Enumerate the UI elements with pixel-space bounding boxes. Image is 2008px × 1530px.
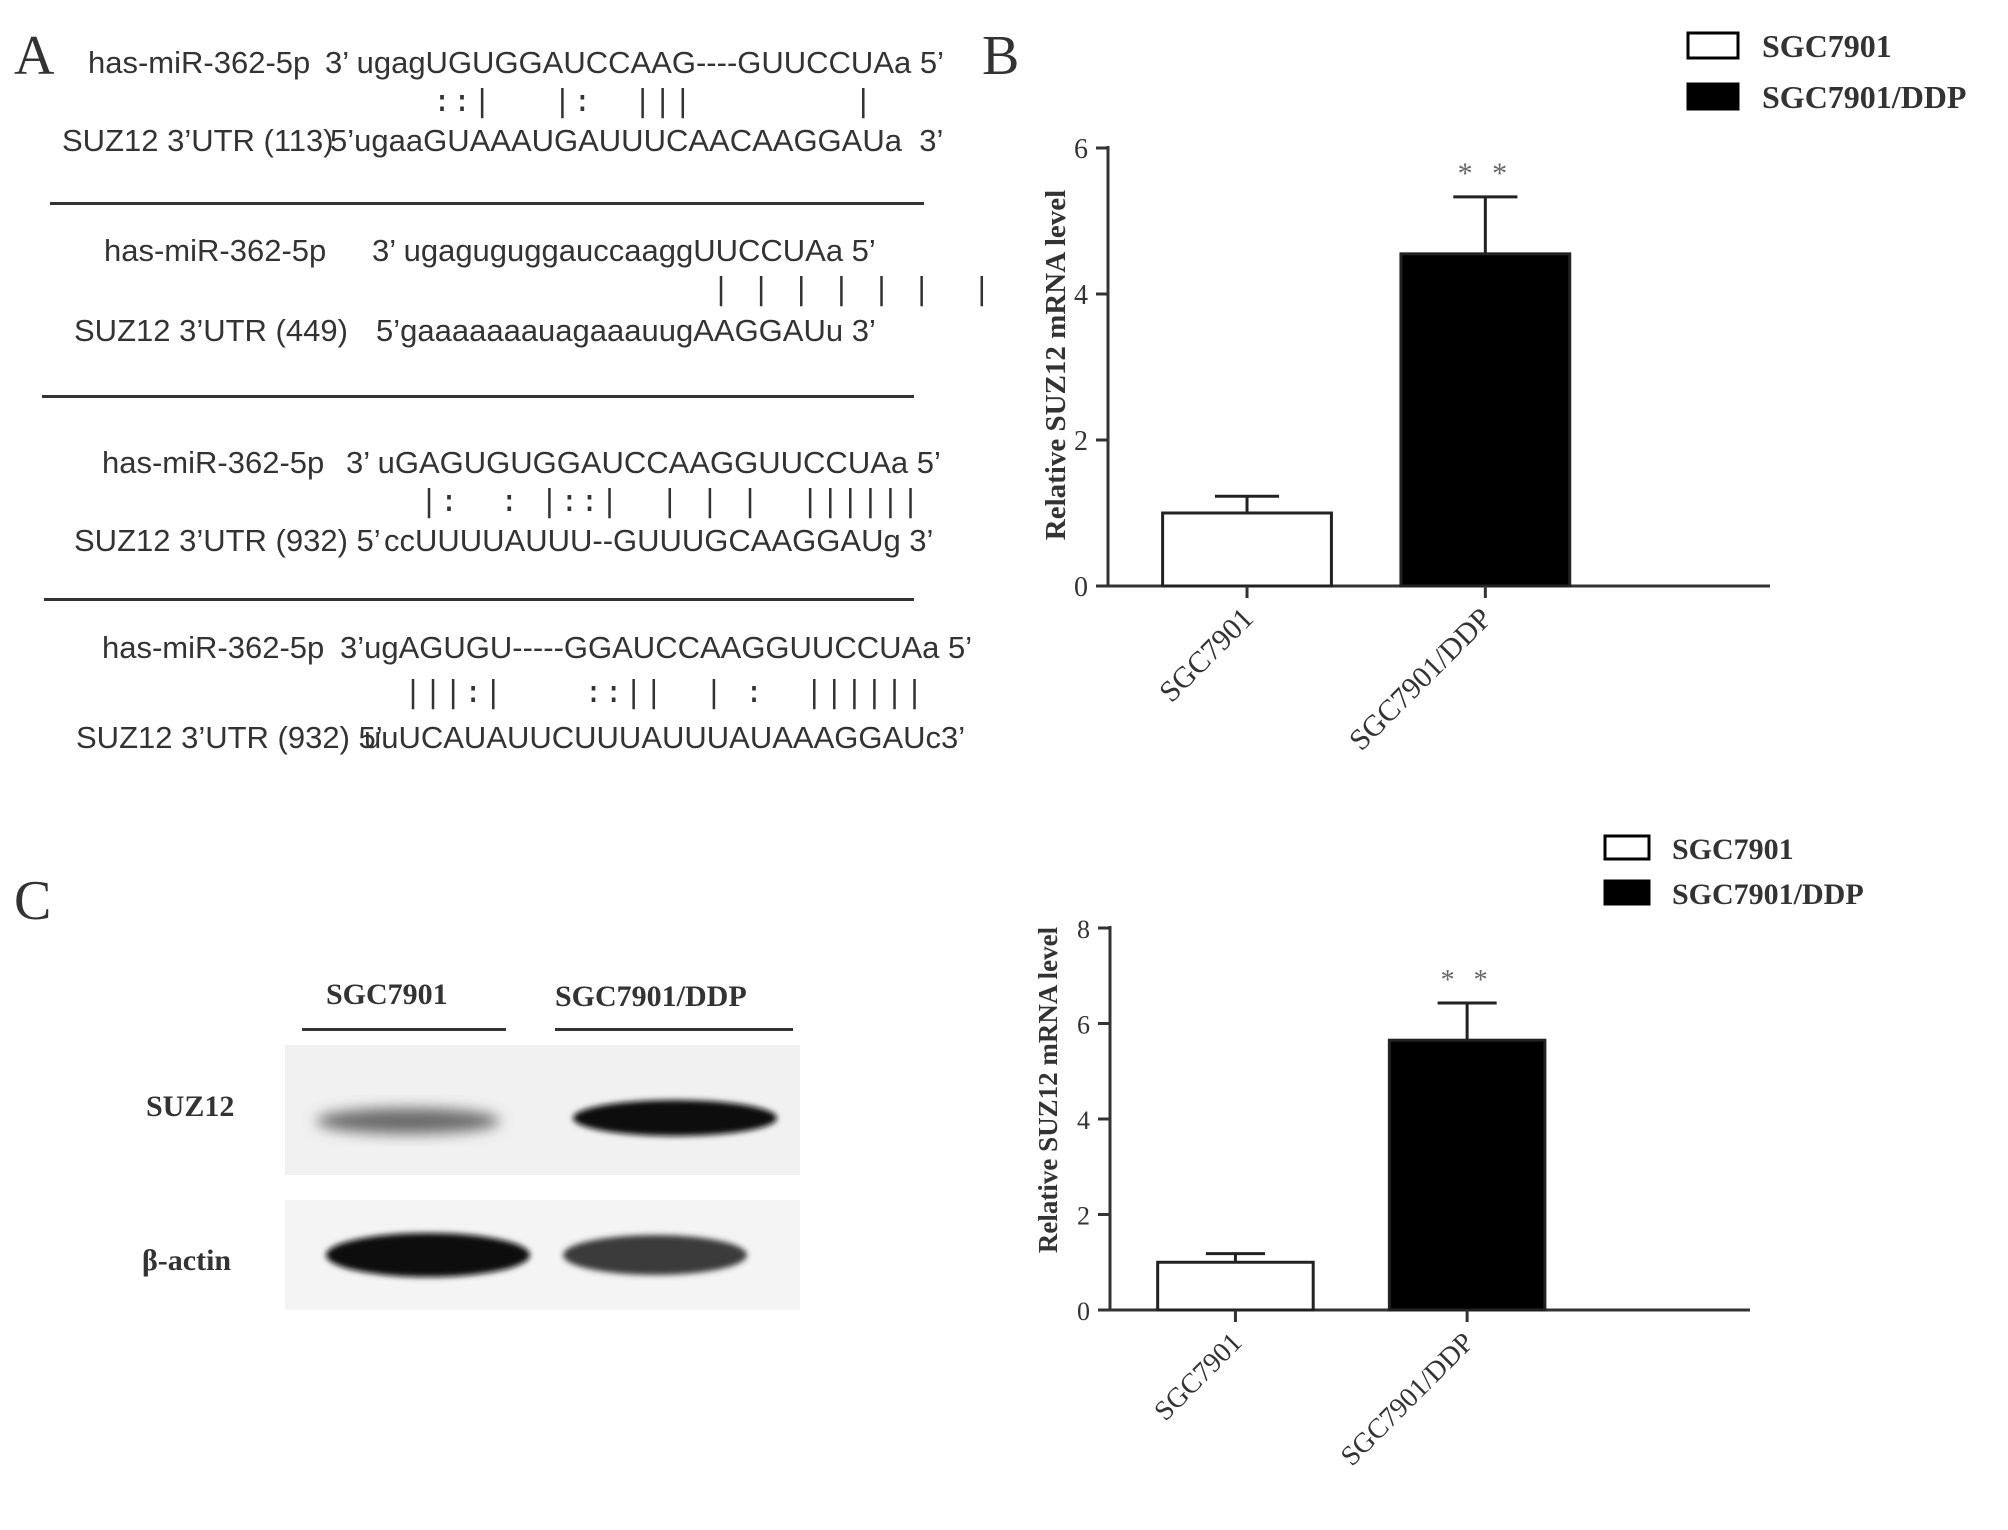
mirna-name: has-miR-362-5p xyxy=(104,233,327,268)
target-name: SUZ12 3’UTR (113) xyxy=(62,123,334,158)
band-suz12-sgc7901-ddp xyxy=(573,1100,777,1136)
significance-marker: * * xyxy=(1441,965,1494,996)
lane-label-sgc7901-ddp: SGC7901/DDP xyxy=(555,980,747,1013)
y-tick-label: 2 xyxy=(1077,1202,1090,1231)
bar-sgc7901-ddp xyxy=(1399,252,1572,588)
band-actin-sgc7901 xyxy=(326,1233,530,1277)
row-label-suz12: SUZ12 xyxy=(146,1090,235,1123)
mirna-name: has-miR-362-5p xyxy=(102,445,325,480)
mirna-sequence: 3’ ugagUGUGGAUCCAAG----GUUCCUAa 5’ xyxy=(325,45,944,80)
blot-strip-beta-actin xyxy=(285,1200,800,1310)
mirna-name: has-miR-362-5p xyxy=(102,630,325,665)
chart-c: SGC7901 SGC7901/DDP Relative SUZ12 mRNA … xyxy=(1000,820,2008,1525)
pairing-marks: ::| |: ||| | xyxy=(433,84,875,119)
lane-underline xyxy=(302,1028,506,1031)
row-label-beta-actin: β-actin xyxy=(142,1244,232,1277)
panel-letter-a: A xyxy=(14,25,55,87)
legend-swatch-sgc7901 xyxy=(1603,834,1651,861)
y-tick-label: 6 xyxy=(1077,1011,1090,1040)
band-actin-sgc7901-ddp xyxy=(563,1235,747,1275)
significance-marker: * * xyxy=(1458,157,1514,190)
target-name: SUZ12 3’UTR (932) 5’ xyxy=(74,523,381,558)
y-tick-label: 8 xyxy=(1077,915,1090,944)
legend-swatch-sgc7901-ddp xyxy=(1603,879,1651,906)
x-tick-label: SGC7901 xyxy=(1153,602,1260,709)
legend-swatch-sgc7901 xyxy=(1686,31,1740,60)
legend-label: SGC7901/DDP xyxy=(1762,79,1966,115)
mirna-sequence: 3’ugAGUGU-----GGAUCCAAGGUUCCUAa 5’ xyxy=(340,630,973,665)
chart-c-svg: SGC7901 SGC7901/DDP Relative SUZ12 mRNA … xyxy=(1033,833,1864,1472)
y-tick-label: 4 xyxy=(1077,1106,1090,1135)
target-sequence: ccUUUUAUUU--GUUUGCAAGGAUg 3’ xyxy=(384,523,934,558)
legend-label: SGC7901/DDP xyxy=(1672,878,1864,911)
y-axis-label: Relative SUZ12 mRNA level xyxy=(1040,190,1072,540)
y-tick-label: 4 xyxy=(1074,280,1088,311)
bar-sgc7901-ddp xyxy=(1387,1038,1547,1312)
pairing-marks: |: : |::| | | | |||||| xyxy=(420,484,922,519)
target-name: SUZ12 3’UTR (932) 5’ xyxy=(76,720,383,755)
target-sequence: 5’ugaaGUAAAUGAUUUCAACAAGGAUa 3’ xyxy=(330,123,944,158)
x-tick-label: SGC7901 xyxy=(1148,1327,1248,1427)
target-name: SUZ12 3’UTR (449) xyxy=(74,313,348,348)
mirna-sequence: 3’ uGAGUGUGGAUCCAAGGUUCCUAa 5’ xyxy=(346,445,941,480)
x-tick-label: SGC7901/DDP xyxy=(1335,1327,1480,1472)
y-axis-label: Relative SUZ12 mRNA level xyxy=(1033,926,1063,1253)
lane-label-sgc7901: SGC7901 xyxy=(326,978,448,1011)
mirna-sequence: 3’ ugaguguggauccaaggUUCCUAa 5’ xyxy=(372,233,876,268)
band-suz12-sgc7901 xyxy=(316,1108,500,1134)
alignment-divider xyxy=(42,395,914,398)
panel-letter-c: C xyxy=(14,870,52,932)
target-sequence: 5’gaaaaaaauagaaauugAAGGAUu 3’ xyxy=(376,313,876,348)
y-tick-label: 2 xyxy=(1074,426,1088,457)
legend-label: SGC7901 xyxy=(1672,833,1794,866)
lane-underline xyxy=(555,1028,793,1031)
chart-b-svg: SGC7901 SGC7901/DDP Relative SUZ12 mRNA … xyxy=(1040,28,1966,757)
y-tick-label: 0 xyxy=(1074,572,1088,603)
alignment-divider xyxy=(50,202,924,205)
x-tick-label: SGC7901/DDP xyxy=(1343,602,1498,757)
pairing-marks: |||:| ::|| | : |||||| xyxy=(404,675,926,710)
bar-sgc7901 xyxy=(1161,511,1333,588)
mirna-name: has-miR-362-5p xyxy=(88,45,311,80)
legend-label: SGC7901 xyxy=(1762,28,1892,64)
y-tick-label: 0 xyxy=(1077,1297,1090,1326)
blot-strip-suz12 xyxy=(285,1045,800,1175)
alignment-divider xyxy=(44,598,914,601)
bar-sgc7901 xyxy=(1156,1260,1315,1312)
y-tick-label: 6 xyxy=(1074,134,1088,165)
chart-b: SGC7901 SGC7901/DDP Relative SUZ12 mRNA … xyxy=(1000,0,2008,800)
pairing-marks: | | | | | | | xyxy=(712,272,993,307)
panel-letter-b: B xyxy=(982,25,1020,87)
target-sequence: uuUCAUAUUCUUUAUUUAUAAAGGAUc3’ xyxy=(364,720,966,755)
legend-swatch-sgc7901-ddp xyxy=(1686,82,1740,111)
